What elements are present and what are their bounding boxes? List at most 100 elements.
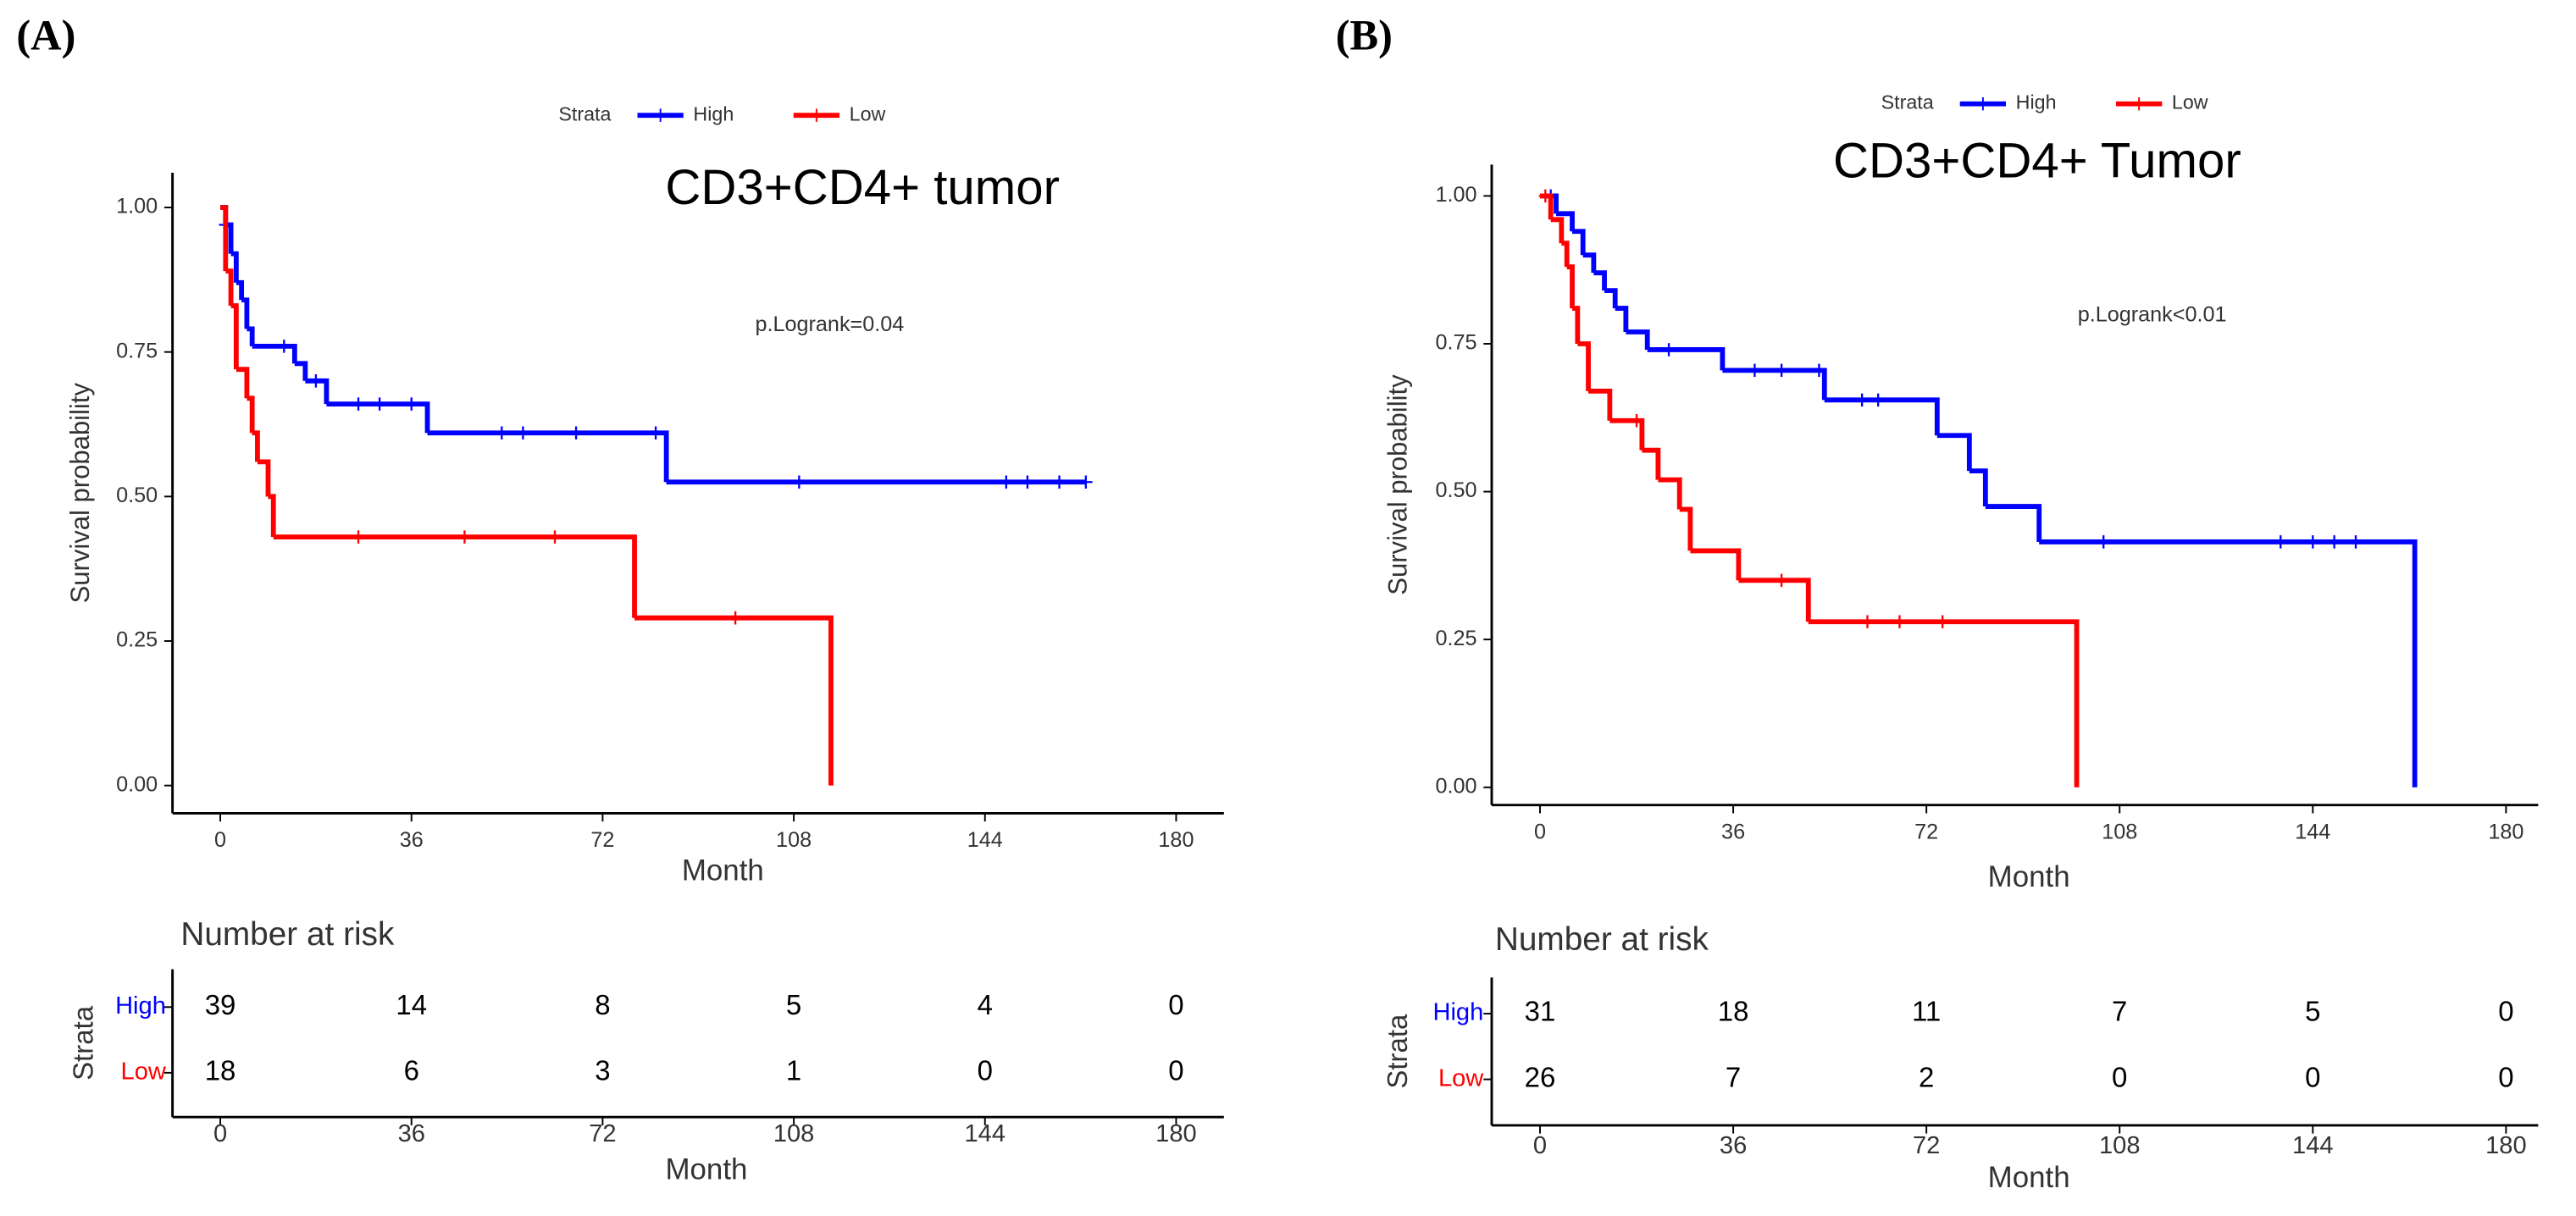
y-axis-label: Survival probability xyxy=(1383,374,1413,595)
risk-count: 39 xyxy=(205,989,236,1020)
survival-step xyxy=(1936,433,1972,472)
risk-x-tick-label: 108 xyxy=(773,1120,815,1147)
risk-count: 5 xyxy=(2305,996,2320,1027)
survival-step xyxy=(1572,229,1586,256)
censor-mark xyxy=(1775,363,1788,378)
survival-step xyxy=(1615,306,1629,333)
y-tick-label: 0.75 xyxy=(116,339,158,362)
survival-step xyxy=(247,326,255,346)
censor-mark xyxy=(569,426,583,440)
risk-count: 0 xyxy=(2498,1061,2513,1092)
survival-step xyxy=(1593,270,1607,291)
survival-step xyxy=(1985,504,2042,542)
risk-count: 0 xyxy=(2498,996,2513,1027)
y-tick-label: 0.00 xyxy=(116,772,158,796)
y-tick-label: 0.25 xyxy=(1435,627,1476,650)
legend-label: Low xyxy=(2172,91,2208,113)
survival-step xyxy=(230,251,239,283)
survival-step xyxy=(1722,368,1827,401)
survival-step xyxy=(1642,447,1661,480)
censor-mark xyxy=(1662,343,1676,357)
censor-mark xyxy=(1000,475,1013,489)
censor-mark xyxy=(649,426,662,440)
survival-step xyxy=(2039,539,2418,788)
risk-x-axis-label: Month xyxy=(665,1152,747,1186)
censor-mark xyxy=(728,611,742,625)
survival-step xyxy=(1582,252,1597,274)
y-tick-label: 0.75 xyxy=(1435,331,1476,355)
risk-count: 0 xyxy=(978,1055,993,1086)
risk-count: 7 xyxy=(1726,1061,1741,1092)
legend-title: Strata xyxy=(1881,91,1934,113)
censor-mark xyxy=(352,397,365,411)
risk-count: 18 xyxy=(1718,996,1749,1027)
legend-label: High xyxy=(693,102,734,124)
risk-x-tick-label: 72 xyxy=(1913,1132,1940,1159)
risk-count: 31 xyxy=(1525,996,1556,1027)
risk-count: 0 xyxy=(2305,1061,2320,1092)
survival-step xyxy=(1808,619,2080,788)
censor-mark xyxy=(1630,414,1643,428)
survival-step xyxy=(1566,264,1575,309)
risk-count: 8 xyxy=(595,989,610,1020)
risk-x-tick-label: 144 xyxy=(2292,1132,2334,1159)
legend-swatch-mark xyxy=(1976,97,1990,111)
censor-mark xyxy=(548,530,562,544)
survival-step xyxy=(252,343,297,364)
risk-x-tick-label: 180 xyxy=(1155,1120,1197,1147)
censor-mark xyxy=(2274,535,2288,549)
censor-mark xyxy=(516,426,530,440)
chart-title: CD3+CD4+ tumor xyxy=(665,160,1060,215)
survival-step xyxy=(225,268,234,307)
risk-y-axis-label: Strata xyxy=(68,1005,99,1081)
survival-step xyxy=(235,367,250,399)
risk-count: 5 xyxy=(786,989,801,1020)
censor-mark xyxy=(404,397,418,411)
risk-count: 0 xyxy=(2112,1061,2127,1092)
censor-mark xyxy=(1860,615,1875,628)
x-tick-label: 108 xyxy=(2102,820,2137,843)
y-tick-label: 0.25 xyxy=(116,628,158,652)
risk-x-tick-label: 36 xyxy=(1720,1132,1747,1159)
censor-mark xyxy=(495,426,509,440)
survival-step xyxy=(1679,506,1693,551)
x-axis-label: Month xyxy=(682,854,764,887)
survival-step xyxy=(230,303,239,370)
x-tick-label: 144 xyxy=(2295,820,2330,843)
survival-step xyxy=(257,459,271,497)
x-tick-label: 180 xyxy=(2488,820,2523,843)
x-tick-label: 108 xyxy=(776,828,812,852)
survival-step xyxy=(220,205,229,272)
legend-swatch-mark xyxy=(653,108,668,122)
risk-count: 7 xyxy=(2112,996,2127,1027)
censor-mark xyxy=(277,340,291,353)
censor-mark xyxy=(1021,475,1034,489)
censor-mark xyxy=(2097,535,2110,549)
risk-row-label: Low xyxy=(121,1058,167,1086)
censor-mark xyxy=(1892,615,1907,628)
survival-step xyxy=(1540,193,1559,214)
survival-step xyxy=(1647,347,1726,371)
x-tick-label: 72 xyxy=(1914,820,1938,843)
survival-step xyxy=(427,430,669,483)
censor-mark xyxy=(373,397,386,411)
survival-step xyxy=(252,430,260,462)
risk-row-label: High xyxy=(115,992,166,1020)
survival-step xyxy=(634,615,834,786)
risk-x-tick-label: 0 xyxy=(213,1120,227,1147)
censor-mark xyxy=(1538,189,1553,203)
survival-step xyxy=(241,297,250,329)
censor-mark xyxy=(2327,535,2341,549)
survival-step xyxy=(1572,306,1581,344)
risk-x-tick-label: 180 xyxy=(2485,1132,2527,1159)
censor-mark xyxy=(352,530,365,544)
annotation: p.Logrank<0.01 xyxy=(2078,302,2227,326)
y-tick-label: 0.50 xyxy=(1435,478,1476,502)
risk-x-tick-label: 0 xyxy=(1533,1132,1547,1159)
risk-count: 1 xyxy=(786,1055,801,1086)
censor-mark xyxy=(792,475,806,489)
legend-swatch-mark xyxy=(2132,97,2146,111)
x-tick-label: 72 xyxy=(590,828,614,852)
